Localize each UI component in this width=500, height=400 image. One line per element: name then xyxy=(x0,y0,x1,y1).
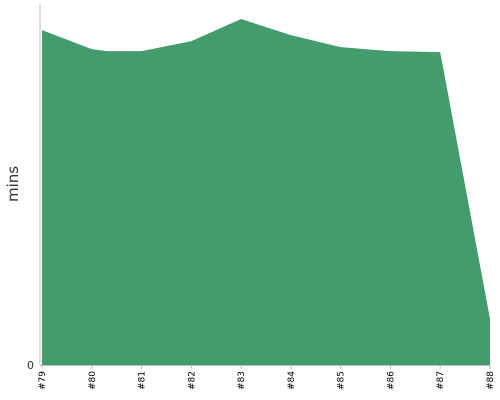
x-tick-label: #86 xyxy=(386,371,396,390)
y-tick-label: 0 xyxy=(27,359,34,372)
x-tick-label: #84 xyxy=(287,371,297,390)
area-fill xyxy=(42,19,490,365)
y-axis-ticks: 0 xyxy=(27,359,34,372)
axes xyxy=(39,4,490,366)
x-axis-ticks: #79 #80 #81 #82 #83 #84 #85 #86 #87 #88 xyxy=(38,365,496,390)
x-tick-label: #87 xyxy=(436,371,446,390)
x-tick-label: #83 xyxy=(237,371,247,390)
y-axis-label: mins xyxy=(4,166,22,202)
x-tick-label: #81 xyxy=(138,371,148,390)
x-tick-label: #88 xyxy=(486,371,496,390)
x-tick-label: #82 xyxy=(187,371,197,390)
x-tick-label: #80 xyxy=(88,371,98,390)
area-series xyxy=(42,19,490,365)
x-tick-label: #79 xyxy=(38,371,48,390)
x-tick-label: #85 xyxy=(337,371,347,390)
